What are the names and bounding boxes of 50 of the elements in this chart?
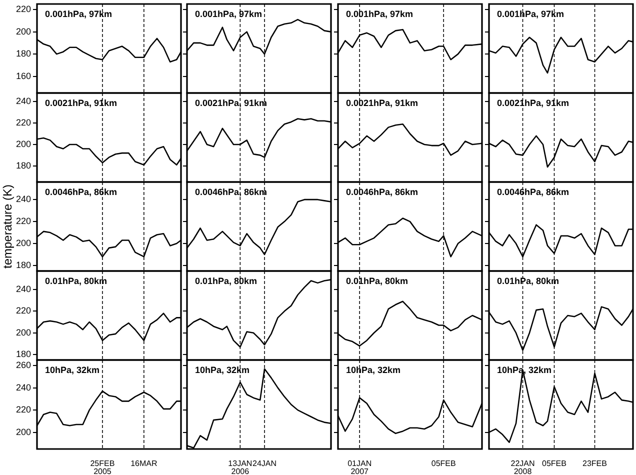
annotation: 0.001hPa, 97km <box>195 8 262 19</box>
y-tick-label: 200 <box>16 327 31 338</box>
y-tick-label: 200 <box>16 426 31 437</box>
y-tick-label: 220 <box>16 118 31 128</box>
y-axis-title: temperature (K) <box>0 184 15 269</box>
x-tick-label: 05FEB <box>542 459 566 468</box>
annotation: 10hPa, 32km <box>497 364 552 375</box>
x-tick-label: 24JAN <box>252 459 277 468</box>
annotation: 0.01hPa, 80km <box>195 276 258 286</box>
annotation: 0.001hPa, 97km <box>497 8 564 19</box>
annotation: 0.0046hPa, 86km <box>45 186 118 197</box>
y-tick-label: 220 <box>16 216 31 226</box>
y-tick-label: 200 <box>16 26 31 36</box>
x-tick-label: 16MAR <box>130 459 158 468</box>
annotation: 0.01hPa, 80km <box>45 276 108 286</box>
annotation: 0.0046hPa, 86km <box>346 186 418 197</box>
annotation: 0.01hPa, 80km <box>497 276 560 286</box>
x-tick-label: 05FEB <box>431 459 456 468</box>
x-tick-label: 13JAN 2006 <box>228 459 252 475</box>
annotation: 0.0046hPa, 86km <box>497 186 570 197</box>
y-tick-label: 180 <box>16 349 31 360</box>
annotation: 0.001hPa, 97km <box>346 8 414 19</box>
y-tick-label: 180 <box>16 260 31 270</box>
y-tick-label: 260 <box>16 360 31 370</box>
annotation: 10hPa, 32km <box>45 364 100 375</box>
y-tick-label: 240 <box>16 96 31 106</box>
y-tick-label: 180 <box>16 48 31 59</box>
y-tick-label: 200 <box>16 138 31 149</box>
y-tick-label: 180 <box>16 160 31 170</box>
x-tick-label: 01JAN 2007 <box>348 459 372 475</box>
annotation: 0.0021hPa, 91km <box>45 98 118 108</box>
annotation: 0.0021hPa, 91km <box>195 98 268 108</box>
annotation: 0.0021hPa, 91km <box>346 98 418 108</box>
y-tick-label: 220 <box>16 404 31 415</box>
annotation: 10hPa, 32km <box>346 364 401 375</box>
y-tick-label: 240 <box>16 194 31 204</box>
annotation: 0.0046hPa, 86km <box>195 186 268 197</box>
y-tick-label: 200 <box>16 238 31 248</box>
annotation: 0.01hPa, 80km <box>346 276 408 286</box>
x-tick-label: 23FEB <box>582 459 607 468</box>
y-tick-label: 160 <box>16 70 31 81</box>
y-tick-label: 220 <box>16 306 31 316</box>
x-tick-label: 25FEB 2005 <box>90 459 115 475</box>
y-tick-label: 240 <box>16 382 31 392</box>
y-tick-label: 240 <box>16 284 31 294</box>
annotation: 0.0021hPa, 91km <box>497 98 570 108</box>
y-tick-label: 220 <box>16 4 31 14</box>
x-tick-label: 22JAN 2008 <box>510 459 535 475</box>
annotation: 0.001hPa, 97km <box>45 8 112 19</box>
annotation: 10hPa, 32km <box>195 364 250 375</box>
